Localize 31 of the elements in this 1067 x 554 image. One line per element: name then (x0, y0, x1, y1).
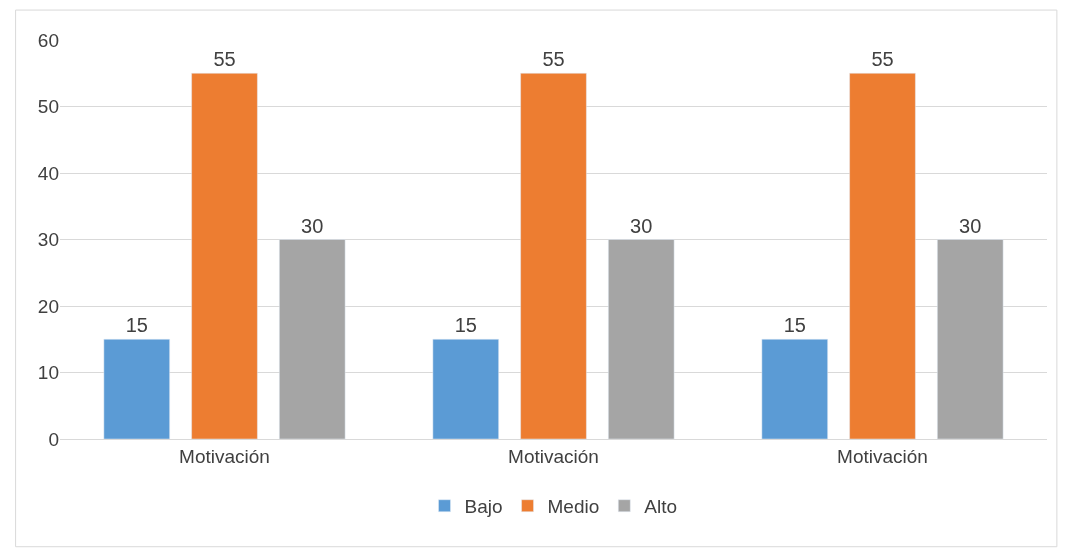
x-tick-label: Motivación (837, 445, 928, 467)
bar (191, 73, 258, 439)
bar (432, 339, 499, 439)
bar (103, 339, 170, 439)
y-tick-label: 60 (37, 29, 59, 51)
data-label: 15 (783, 314, 806, 337)
data-label: 15 (125, 314, 148, 337)
data-label: 30 (301, 214, 324, 237)
y-tick-label: 20 (37, 295, 59, 317)
x-tick-label: Motivación (508, 445, 599, 467)
bar (279, 239, 346, 439)
bar (761, 339, 828, 439)
bar (520, 73, 587, 439)
legend-label: Medio (547, 496, 600, 518)
data-label: 15 (454, 314, 477, 337)
legend-label: Alto (644, 496, 678, 518)
y-tick-label: 0 (48, 428, 59, 450)
data-label: 55 (542, 48, 565, 71)
legend-label: Bajo (464, 496, 503, 518)
data-label: 55 (871, 48, 894, 71)
y-tick-label: 30 (37, 229, 59, 251)
bar (937, 239, 1004, 439)
y-tick-label: 40 (37, 162, 59, 184)
data-label: 55 (213, 48, 236, 71)
bar (849, 73, 916, 439)
bar (608, 239, 675, 439)
data-label: 30 (630, 214, 653, 237)
y-tick-label: 10 (37, 362, 59, 384)
y-tick-label: 50 (37, 96, 59, 118)
data-label: 30 (959, 214, 982, 237)
x-tick-label: Motivación (179, 445, 270, 467)
